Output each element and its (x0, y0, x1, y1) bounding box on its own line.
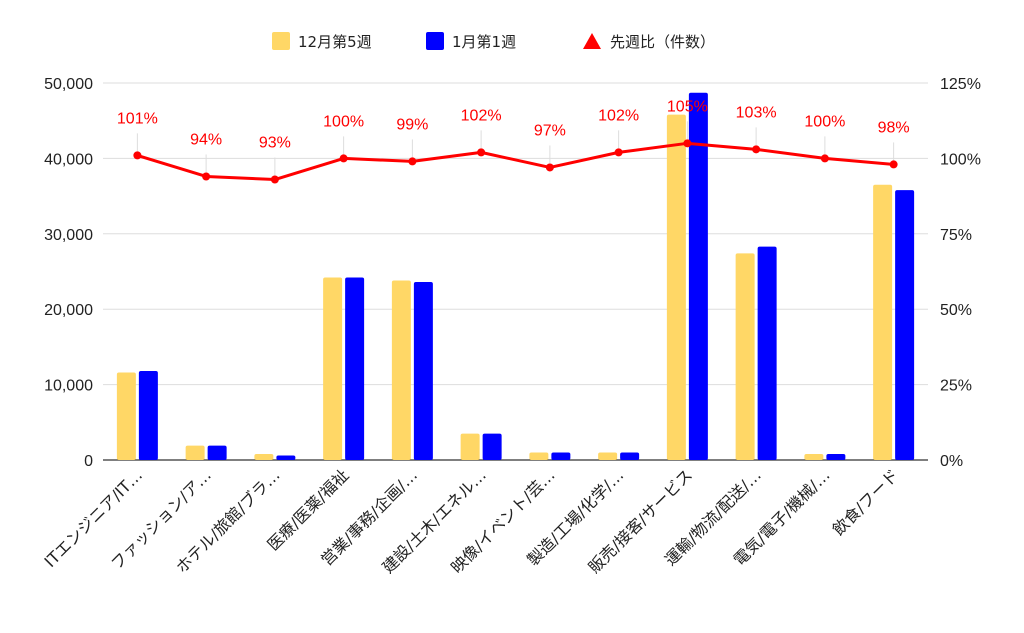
ratio-data-label: 100% (804, 113, 845, 130)
bar-2-3 (345, 277, 365, 460)
bar-1-11 (873, 184, 893, 461)
ratio-point (477, 148, 486, 157)
left-tick-label: 50,000 (44, 76, 93, 93)
bar-2-5 (482, 433, 502, 460)
legend-swatch-series-2 (426, 32, 444, 50)
bar-2-0 (138, 371, 158, 460)
left-tick-label: 20,000 (44, 302, 93, 319)
legend-label-series-2: 1月第1週 (452, 33, 516, 51)
bar-1-6 (529, 452, 549, 460)
bar-2-6 (551, 452, 571, 460)
ratio-point (545, 163, 554, 172)
ratio-point (133, 151, 142, 160)
left-tick-label: 40,000 (44, 151, 93, 168)
ratio-data-label: 93% (259, 135, 291, 152)
category-label: 飲食/フード (829, 465, 903, 539)
ratio-point (820, 154, 829, 163)
bar-1-4 (391, 280, 411, 460)
bar-1-1 (185, 445, 205, 460)
right-tick-label: 100% (940, 151, 981, 168)
bar-2-10 (826, 453, 846, 460)
category-labels: ITエンジニア/IT…ファッション/ア…ホテル/旅館/ブラ…医療/医薬/福祉営業… (41, 465, 903, 577)
ratio-data-label: 101% (117, 110, 158, 127)
right-axis-ticks: 0% 25% 50% 75% 100% 125% (940, 76, 981, 470)
gridlines (103, 82, 928, 461)
bar-1-2 (254, 453, 274, 460)
bar-1-9 (735, 253, 755, 460)
bar-2-7 (620, 452, 640, 460)
right-tick-label: 125% (940, 76, 981, 93)
ratio-point (339, 154, 348, 163)
ratio-line (136, 141, 894, 182)
left-tick-label: 0 (84, 453, 93, 470)
bar-2-2 (276, 455, 296, 460)
bar-series (116, 92, 915, 461)
bar-1-3 (323, 277, 343, 460)
legend: 12月第5週 1月第1週 先週比（件数） (272, 32, 715, 51)
ratio-point (889, 160, 898, 169)
left-tick-label: 30,000 (44, 227, 93, 244)
legend-triangle-icon (583, 33, 601, 49)
ratio-data-label: 105% (667, 98, 708, 115)
legend-label-series-1: 12月第5週 (298, 33, 372, 51)
legend-swatch-series-1 (272, 32, 290, 50)
bar-2-1 (207, 445, 227, 460)
ratio-data-label: 100% (323, 113, 364, 130)
ratio-data-label: 94% (190, 131, 222, 148)
right-tick-label: 50% (940, 302, 972, 319)
ratio-line-series: 101% 94% 93% 100% 99% 102% 97% 102% 105% 103% 100%… (117, 98, 910, 184)
ratio-data-label: 103% (736, 104, 777, 121)
ratio-point (202, 172, 211, 181)
legend-label-ratio: 先週比（件数） (610, 33, 715, 51)
ratio-point (752, 145, 761, 154)
right-tick-label: 0% (940, 453, 963, 470)
bar-2-9 (757, 246, 777, 460)
ratio-point (270, 175, 279, 184)
bar-1-10 (804, 453, 824, 460)
bar-2-8 (688, 92, 708, 460)
bar-1-0 (116, 372, 136, 460)
ratio-point (614, 148, 623, 157)
ratio-data-label: 102% (461, 107, 502, 124)
bar-1-7 (598, 452, 618, 460)
left-axis-ticks: 0 10,000 20,000 30,000 40,000 50,000 (44, 76, 93, 470)
right-tick-label: 25% (940, 378, 972, 395)
bar-2-4 (413, 282, 433, 460)
right-tick-label: 75% (940, 227, 972, 244)
ratio-data-label: 97% (534, 122, 566, 139)
ratio-point (683, 139, 692, 148)
bar-2-11 (895, 190, 915, 460)
ratio-data-label: 99% (396, 116, 428, 133)
left-tick-label: 10,000 (44, 378, 93, 395)
ratio-data-label: 98% (878, 119, 910, 136)
bar-1-5 (460, 433, 480, 460)
ratio-point (408, 157, 417, 166)
ratio-data-label: 102% (598, 107, 639, 124)
bar-1-8 (666, 114, 686, 460)
